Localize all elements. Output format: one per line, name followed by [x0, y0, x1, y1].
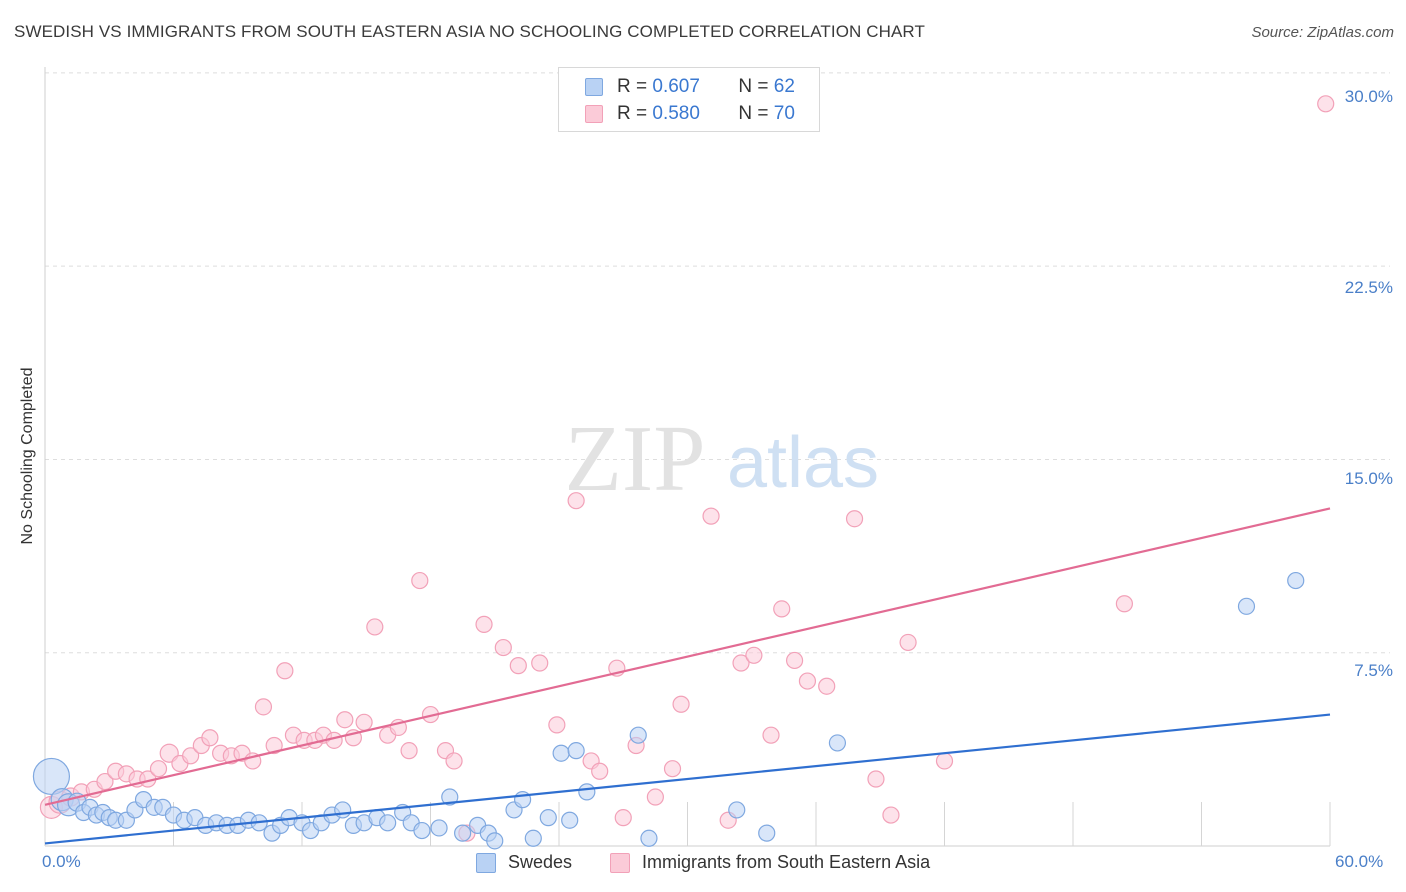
point-immigrants-se-asia: [798, 672, 817, 690]
point-immigrants-se-asia: [475, 615, 493, 633]
x-tick-label-max: 60.0%: [1335, 852, 1384, 871]
y-tick-label: 7.5%: [1354, 661, 1393, 680]
point-immigrants-se-asia: [745, 646, 763, 664]
n-value: 62: [773, 76, 795, 97]
point-immigrants-se-asia: [149, 760, 168, 778]
r-label: R =: [617, 103, 648, 124]
legend-row-immigrants: R = 0.580 N = 70: [585, 102, 795, 126]
point-immigrants-se-asia: [773, 600, 791, 618]
x-tick-label-min: 0.0%: [42, 852, 81, 871]
point-swedes: [413, 821, 431, 840]
point-swedes: [379, 814, 397, 832]
point-immigrants-se-asia: [567, 492, 585, 510]
point-immigrants-se-asia: [882, 806, 900, 824]
point-immigrants-se-asia: [265, 736, 283, 755]
point-immigrants-se-asia: [702, 507, 720, 525]
point-immigrants-se-asia: [182, 747, 200, 765]
point-immigrants-se-asia: [201, 729, 219, 747]
point-immigrants-se-asia: [899, 633, 917, 652]
point-immigrants-se-asia: [531, 654, 549, 672]
point-immigrants-se-asia: [509, 657, 527, 675]
point-immigrants-se-asia: [672, 695, 690, 713]
point-immigrants-se-asia: [732, 654, 750, 672]
watermark-zip: ZIP: [565, 407, 706, 511]
legend-swatch-blue: [585, 78, 603, 96]
point-immigrants-se-asia: [591, 762, 609, 780]
legend-swatch-pink: [585, 105, 603, 123]
point-swedes: [758, 824, 776, 842]
point-swedes: [430, 819, 448, 837]
legend-swatch-pink: [610, 852, 630, 873]
point-immigrants-se-asia: [762, 726, 780, 744]
legend-stats: R = 0.607 N = 62 R = 0.580 N = 70: [558, 67, 820, 132]
y-tick-label: 15.0%: [1344, 469, 1393, 488]
point-swedes: [578, 783, 596, 801]
trend-line-swedes: [44, 713, 1331, 845]
legend-swatch-blue: [476, 852, 496, 873]
watermark-atlas: atlas: [727, 423, 879, 503]
point-swedes: [728, 801, 746, 819]
legend-label: Immigrants from South Eastern Asia: [642, 852, 931, 872]
point-immigrants-se-asia: [1317, 95, 1335, 113]
r-label: R =: [617, 76, 648, 97]
watermark: ZIP atlas: [565, 407, 880, 511]
point-swedes: [552, 744, 570, 762]
point-immigrants-se-asia: [276, 662, 294, 680]
legend-row-swedes: R = 0.607 N = 62: [585, 75, 795, 99]
point-swedes: [1237, 597, 1256, 615]
point-immigrants-se-asia: [935, 752, 954, 770]
point-swedes: [32, 757, 71, 796]
point-immigrants-se-asia: [663, 760, 682, 778]
point-immigrants-se-asia: [254, 698, 273, 716]
point-swedes: [567, 742, 585, 760]
y-tick-label: 22.5%: [1344, 278, 1393, 297]
point-immigrants-se-asia: [646, 788, 664, 806]
n-label: N =: [738, 76, 769, 97]
y-axis-label: No Schooling Completed: [19, 367, 36, 545]
point-immigrants-se-asia: [96, 772, 114, 791]
legend-series: Swedes Immigrants from South Eastern Asi…: [0, 852, 1406, 878]
trend-lines: [44, 507, 1331, 845]
point-immigrants-se-asia: [355, 713, 373, 731]
point-swedes: [334, 801, 352, 819]
point-swedes: [524, 829, 542, 847]
point-swedes: [539, 809, 557, 827]
source-label: Source: ZipAtlas.com: [1251, 24, 1394, 41]
legend-item-immigrants[interactable]: Immigrants from South Eastern Asia: [610, 852, 930, 873]
point-swedes: [828, 734, 847, 752]
point-immigrants-se-asia: [614, 809, 632, 827]
point-immigrants-se-asia: [494, 638, 512, 657]
chart-title: SWEDISH VS IMMIGRANTS FROM SOUTH EASTERN…: [14, 22, 925, 41]
point-immigrants-se-asia: [411, 571, 429, 590]
points-swedes: [32, 571, 1305, 850]
r-value: 0.580: [652, 103, 700, 124]
point-immigrants-se-asia: [785, 651, 804, 670]
point-swedes: [486, 832, 504, 850]
legend-item-swedes[interactable]: Swedes: [476, 852, 572, 873]
point-swedes: [561, 811, 579, 829]
point-immigrants-se-asia: [867, 770, 885, 788]
point-swedes: [441, 788, 459, 806]
n-label: N =: [738, 103, 769, 124]
point-immigrants-se-asia: [1115, 595, 1134, 613]
point-immigrants-se-asia: [445, 752, 463, 770]
point-immigrants-se-asia: [845, 510, 864, 528]
point-swedes: [629, 726, 647, 744]
point-immigrants-se-asia: [336, 711, 354, 729]
r-value: 0.607: [652, 76, 700, 97]
trend-line-immigrants-se-asia: [44, 507, 1331, 806]
point-swedes: [640, 829, 658, 847]
point-swedes: [454, 824, 472, 842]
grid-layer: [45, 72, 1390, 654]
point-immigrants-se-asia: [818, 677, 836, 695]
legend-label: Swedes: [508, 852, 573, 872]
point-immigrants-se-asia: [548, 716, 566, 734]
point-swedes: [1287, 571, 1305, 590]
y-tick-label: 30.0%: [1344, 87, 1393, 106]
point-immigrants-se-asia: [400, 742, 418, 760]
n-value: 70: [773, 103, 795, 124]
point-immigrants-se-asia: [366, 618, 384, 636]
